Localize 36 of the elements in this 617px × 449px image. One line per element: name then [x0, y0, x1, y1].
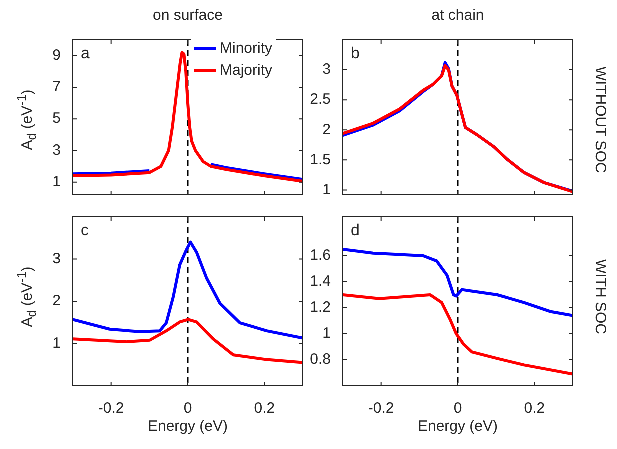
y-tick-label: 5: [52, 110, 61, 128]
y-tick-label: 1: [322, 181, 331, 198]
y-tick-label: 9: [52, 46, 61, 64]
y-tick-label: 1.2: [310, 299, 331, 316]
annotation: b: [351, 45, 360, 62]
y2-axis-title: WITHOUT SOC: [591, 66, 609, 173]
y-tick-label: 7: [52, 78, 61, 96]
x-axis-title: Energy (eV): [148, 418, 228, 436]
annotation: d: [351, 222, 360, 240]
annotation: c: [81, 222, 89, 240]
annotation: a: [81, 45, 90, 62]
x-tick-label: 0.2: [254, 400, 276, 418]
y-tick-label: 1: [52, 334, 61, 352]
legend-label: Majority: [220, 62, 273, 78]
x-tick-label: 0.2: [524, 400, 546, 418]
chart-title: on surface: [152, 7, 224, 25]
y-tick-label: 1: [52, 173, 61, 190]
y-tick-label: 1.6: [310, 247, 331, 264]
x-axis-title: Energy (eV): [418, 418, 498, 436]
y-tick-label: 3: [52, 250, 61, 268]
x-tick-label: -0.2: [368, 400, 394, 418]
y-tick-label: 3: [52, 142, 61, 159]
y-tick-label: 0.8: [310, 351, 331, 368]
y-tick-label: 3: [322, 61, 331, 78]
y-tick-label: 2: [52, 292, 61, 310]
chart-title: at chain: [432, 7, 484, 25]
legend-label: Minority: [220, 40, 273, 56]
y-tick-label: 2: [322, 121, 331, 138]
x-tick-label: -0.2: [98, 400, 124, 418]
y-tick-label: 1: [322, 325, 331, 342]
y2-axis-title: WITH SOC: [591, 260, 609, 334]
x-tick-label: 0: [184, 400, 192, 418]
y-tick-label: 1.4: [310, 273, 331, 290]
y-tick-label: 2.5: [310, 91, 331, 108]
x-tick-label: 0: [454, 400, 462, 418]
y-tick-label: 1.5: [310, 151, 331, 168]
